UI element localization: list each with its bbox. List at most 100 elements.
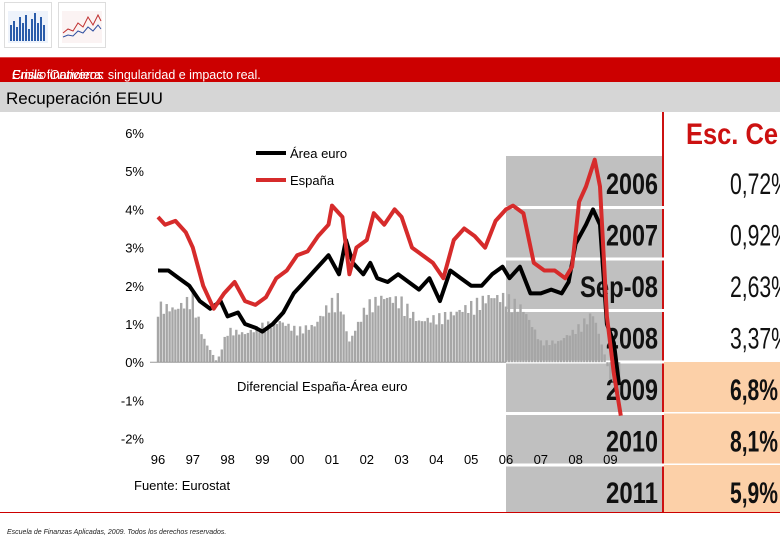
thumbnail-chart-right (58, 2, 106, 48)
differential-bar (554, 343, 557, 363)
x-tick-label: 04 (429, 452, 443, 467)
table-row-value: 8,1% (730, 426, 778, 459)
differential-bar (177, 308, 180, 363)
differential-bar (304, 325, 308, 363)
y-tick-label: 0% (125, 355, 144, 370)
differential-bar (464, 305, 467, 363)
differential-bar (400, 296, 403, 363)
differential-bar (374, 296, 377, 363)
differential-bar (385, 297, 389, 363)
differential-bar (296, 335, 299, 363)
differential-annotation: Diferencial España-Área euro (237, 379, 408, 394)
differential-bar (220, 349, 223, 363)
differential-bar (574, 334, 577, 363)
slide-title-bar: Recuperación EEUU (0, 82, 780, 112)
differential-bar (351, 335, 354, 363)
differential-bar (327, 312, 331, 363)
differential-bar (310, 324, 313, 363)
y-tick-label: 1% (125, 317, 144, 332)
differential-bar (217, 356, 221, 363)
differential-bar (275, 324, 279, 363)
differential-bar (194, 317, 197, 363)
series-lines (156, 157, 623, 417)
y-tick-label: 3% (125, 241, 144, 256)
differential-bar (539, 340, 542, 363)
differential-bar (542, 345, 545, 363)
differential-bar (487, 295, 490, 363)
differential-bar (168, 311, 171, 363)
table-row-label: 2006 (606, 168, 658, 201)
differential-bar (397, 308, 400, 363)
x-tick-label: 03 (394, 452, 408, 467)
differential-bar (603, 354, 606, 363)
differential-bar (545, 340, 548, 363)
y-tick-label: 4% (125, 202, 144, 217)
differential-bar (461, 311, 464, 363)
differential-bars (156, 291, 621, 395)
differential-bar (588, 313, 592, 363)
y-tick-label: -1% (121, 393, 145, 408)
x-tick-label: 96 (151, 452, 165, 467)
differential-bar (284, 325, 287, 363)
differential-bar (429, 322, 432, 363)
differential-bar (406, 303, 409, 363)
table-row-label: 2011 (606, 477, 658, 510)
forecast-table: Esc. Ce20060,72%20070,92%Sep-082,63%2008… (506, 112, 780, 512)
differential-bar (223, 336, 226, 363)
differential-bar (272, 320, 276, 363)
differential-bar (443, 312, 447, 363)
differential-bar (435, 324, 438, 363)
differential-bar (214, 360, 218, 363)
differential-bar (290, 330, 293, 363)
header-bar: Crisis financiera: singularidad e impact… (0, 57, 780, 82)
differential-bar (287, 323, 290, 363)
differential-bar (516, 311, 519, 363)
plot-area (150, 120, 506, 465)
chart-axes: 6% 5% 4% 3% 2% 1% 0% -1% -2% 96 97 98 99 00 01 02 03 04 05… (121, 120, 618, 493)
differential-bar (499, 302, 502, 363)
differential-bar (255, 326, 258, 363)
y-tick-label: -2% (121, 432, 145, 447)
differential-bar (580, 331, 583, 363)
differential-bar (536, 339, 540, 363)
x-tick-label: 06 (499, 452, 513, 467)
differential-bar (261, 322, 264, 363)
table-row-label: 2007 (606, 220, 658, 253)
table-row-label: 2010 (606, 426, 658, 459)
differential-bar (238, 334, 241, 363)
forecast-cell-bg (664, 362, 780, 414)
differential-bar (571, 329, 574, 363)
differential-bar (594, 322, 598, 363)
table-row-value: 0,72% (730, 168, 780, 201)
differential-bar (185, 296, 189, 363)
table-header: Esc. Ce (686, 118, 778, 151)
differential-bar (368, 299, 371, 363)
differential-bar (345, 331, 348, 363)
differential-bar (533, 329, 537, 363)
differential-bar (278, 321, 281, 363)
differential-bar (481, 295, 484, 363)
differential-bar (188, 309, 192, 363)
differential-bar (206, 345, 209, 363)
differential-bar (211, 354, 215, 363)
differential-bar (267, 321, 270, 363)
x-tick-label: 07 (534, 452, 548, 467)
euro-area-line (158, 207, 622, 386)
differential-bar (525, 314, 528, 363)
differential-bar (383, 299, 386, 363)
differential-bar (371, 312, 374, 363)
differential-bar (365, 314, 368, 363)
differential-bar (417, 320, 421, 363)
differential-bar (577, 324, 580, 363)
differential-bar (226, 335, 229, 363)
differential-bar (388, 297, 392, 363)
differential-bar (548, 345, 551, 363)
differential-bar (412, 311, 415, 363)
differential-bar (496, 295, 499, 363)
differential-bar (519, 304, 522, 363)
differential-bar (458, 309, 461, 363)
differential-bar (484, 303, 487, 363)
differential-bar (165, 304, 168, 363)
differential-bar (209, 349, 212, 363)
y-tick-label: 6% (125, 126, 144, 141)
